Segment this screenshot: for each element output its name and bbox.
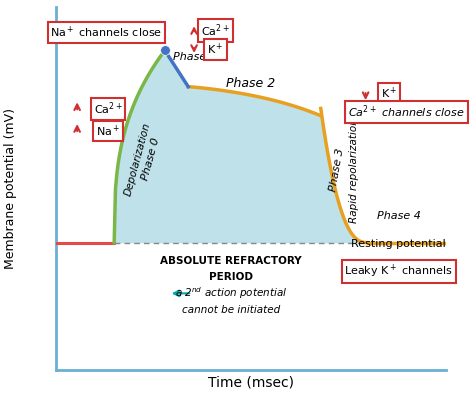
Text: Resting potential: Resting potential (351, 239, 446, 249)
Text: Phase 0: Phase 0 (141, 137, 162, 182)
Text: Phase 1: Phase 1 (173, 52, 217, 62)
Text: PERIOD: PERIOD (209, 272, 253, 282)
Text: Ca$^{2+}$: Ca$^{2+}$ (201, 22, 230, 39)
Text: Ca$^{2+}$: Ca$^{2+}$ (94, 101, 123, 118)
Text: Phase 3: Phase 3 (328, 148, 345, 192)
Text: Depolarization: Depolarization (123, 122, 152, 197)
Text: Phase 4: Phase 4 (377, 211, 420, 221)
Text: Na$^+$ channels close: Na$^+$ channels close (50, 25, 163, 40)
Text: Membrane potential (mV): Membrane potential (mV) (4, 108, 18, 269)
Text: Na$^+$: Na$^+$ (96, 123, 120, 139)
X-axis label: Time (msec): Time (msec) (208, 375, 293, 389)
Text: Ca$^{2+}$ channels close: Ca$^{2+}$ channels close (348, 104, 465, 120)
Text: ABSOLUTE REFRACTORY: ABSOLUTE REFRACTORY (160, 256, 302, 266)
Polygon shape (114, 50, 367, 243)
Text: Leaky K$^+$ channels: Leaky K$^+$ channels (345, 263, 453, 280)
Text: Rapid repolarization: Rapid repolarization (349, 118, 359, 223)
Text: Phase 2: Phase 2 (226, 76, 275, 89)
Text: K$^+$: K$^+$ (381, 86, 397, 101)
Text: a 2$^{nd}$ action potential: a 2$^{nd}$ action potential (175, 286, 287, 301)
Text: K$^+$: K$^+$ (207, 42, 224, 57)
Text: cannot be initiated: cannot be initiated (182, 305, 280, 315)
